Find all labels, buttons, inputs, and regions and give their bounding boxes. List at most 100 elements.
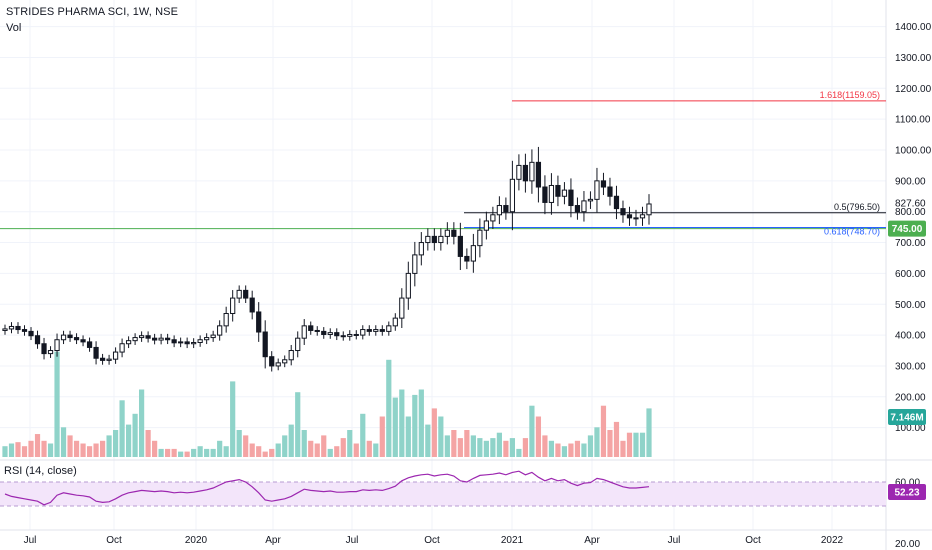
volume-bar [21,446,28,457]
candle [464,248,470,270]
candle [639,206,646,226]
rsi-tick-label: 60.00 [895,478,920,489]
candle [34,330,41,349]
volume-bar [392,397,398,457]
price-axis[interactable]: 1400.00 1300.00 1200.00 1100.00 1000.00 900.0… [895,22,932,550]
candle [256,302,262,342]
candle [600,172,607,196]
candle [295,331,301,358]
candle [21,325,28,336]
candle [308,321,314,335]
candle [470,233,476,273]
volume-bar [119,400,125,457]
volume-bar [132,413,138,457]
candle [275,358,281,371]
candle [73,333,80,345]
price-tick-label: 300.00 [895,361,926,372]
volume-bar [607,430,613,457]
candle [490,206,496,229]
volume-bar [93,443,99,457]
volume-bar [99,440,106,457]
volume-bar [269,448,275,457]
volume-bar [158,448,164,457]
price-tick-label: 1100.00 [895,115,931,126]
candle [366,325,372,336]
candle [561,182,568,205]
volume-bar [379,416,385,457]
volume-bar [301,430,307,457]
volume-bar [490,438,496,457]
volume-bar [555,443,561,457]
candle [646,194,652,225]
price-tick-label: 400.00 [895,331,926,342]
volume-bar [600,405,607,457]
candle [67,330,73,342]
candle [496,196,502,225]
volume-bar [178,451,184,457]
candle [210,330,216,342]
candle [555,175,561,207]
candle [158,333,164,345]
rsi-indicator-label[interactable]: RSI (14, close) [4,465,77,477]
price-tick-label: 600.00 [895,269,926,280]
volume-bar [314,443,320,457]
rsi-pane [0,470,886,507]
volume-bar [60,427,67,457]
rsi-badge: 52.23 [888,484,926,500]
volume-bar [275,443,281,457]
candle [54,333,60,357]
volume-bar [483,440,489,457]
volume-bar [386,359,392,457]
candle [412,241,418,287]
volume-bar [347,430,353,457]
svg-text:745.00: 745.00 [892,224,923,235]
volume-bar [444,435,450,457]
candle [373,325,379,336]
candle [217,320,223,341]
volume-bar [353,443,359,457]
symbol-title[interactable]: STRIDES PHARMA SCI, 1W, NSE [6,6,179,18]
candle [249,290,255,320]
price-tick-label: 1200.00 [895,84,932,95]
candle [353,330,359,340]
volume-bar [217,440,223,457]
volume-bar [34,434,41,457]
volume-bar [360,413,366,457]
candle [483,211,489,240]
candle [184,337,190,349]
candle [243,285,249,304]
candle [2,324,8,335]
candle [444,222,450,245]
time-tick-label: Oct [424,535,440,546]
candle [99,353,106,365]
candle [301,319,307,345]
volume-bar [496,432,502,457]
candle [438,228,444,251]
volume-indicator-label[interactable]: Vol [6,22,22,34]
price-tick-label: 800.00 [895,207,926,218]
price-tick-label: 1300.00 [895,53,932,64]
candle [138,331,145,342]
volume-bar [47,443,54,457]
volume-bar [139,389,145,457]
volume-bar [568,443,574,457]
candle [542,175,548,215]
time-tick-label: Oct [745,535,761,546]
volume-bar [399,389,405,457]
volume-bar [516,448,522,457]
rsi-tick-label: 20.00 [895,539,920,550]
candle [503,197,509,220]
candle [327,328,333,339]
volume-bar [366,440,372,457]
candle [522,153,529,193]
candle [132,333,138,345]
price-level-badge: 745.00 [888,220,926,237]
candle [230,290,236,322]
candle [613,185,620,220]
volume-bar [457,438,463,457]
candle [594,167,600,213]
time-axis[interactable]: Jul Oct 2020 Apr Jul Oct 2021 Apr Jul Oct 2022 [24,535,844,546]
volume-bar [171,448,177,457]
